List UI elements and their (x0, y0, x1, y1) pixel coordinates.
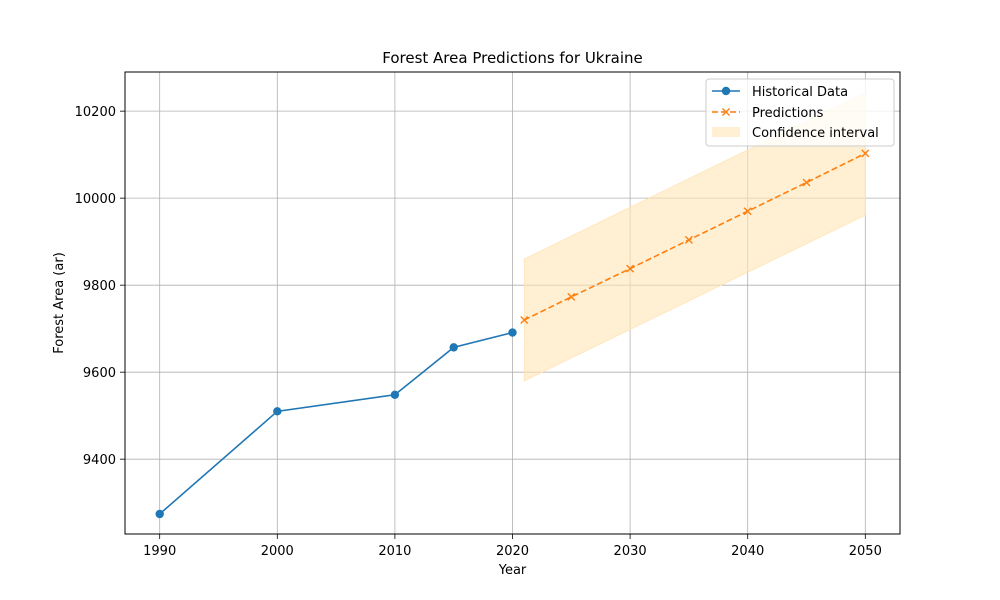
historical-data-point (273, 407, 282, 416)
predictions-point (684, 235, 693, 244)
series-layer (155, 149, 870, 519)
predictions-point (567, 292, 576, 301)
x-tick-label: 2050 (849, 544, 882, 559)
y-tick-label: 10000 (75, 192, 116, 207)
historical-data-point (449, 343, 458, 352)
predictions-point (802, 178, 811, 187)
historical-data-point (390, 390, 400, 399)
x-tick-label: 2010 (378, 544, 411, 559)
predictions-point (520, 315, 529, 324)
legend-predictions-label: Predictions (752, 106, 824, 121)
legend-box (705, 78, 895, 147)
axis-ticks: 1990 2000 2010 2020 2030 2040 2050 9400 9600 9800… (75, 105, 882, 559)
legend: Historical Data Predictions Confidence int… (705, 78, 895, 147)
legend-confidence-swatch (712, 127, 740, 137)
predictions-point (626, 264, 635, 273)
x-tick-label: 2040 (731, 544, 764, 559)
predictions-point (743, 207, 752, 216)
x-tick-label: 2020 (496, 544, 529, 559)
y-tick-label: 9400 (83, 453, 116, 468)
legend-historical-label: Historical Data (752, 85, 848, 100)
y-tick-label: 9600 (83, 366, 116, 381)
y-axis-title: Forest Area (ar) (52, 252, 67, 354)
x-tick-label: 1990 (143, 544, 176, 559)
legend-confidence-label: Confidence interval (752, 126, 879, 141)
chart-title: Forest Area Predictions for Ukraine (382, 49, 643, 67)
x-tick-label: 2030 (614, 544, 647, 559)
historical-data-point (155, 509, 164, 519)
legend-historical-marker (721, 86, 731, 96)
x-tick-label: 2000 (261, 544, 294, 559)
y-tick-label: 10200 (75, 105, 116, 120)
historical-data-point (508, 328, 517, 337)
y-tick-label: 9800 (83, 279, 116, 294)
legend-predictions-marker (722, 108, 730, 116)
predictions-point (861, 149, 870, 158)
x-axis-title: Year (498, 563, 527, 578)
